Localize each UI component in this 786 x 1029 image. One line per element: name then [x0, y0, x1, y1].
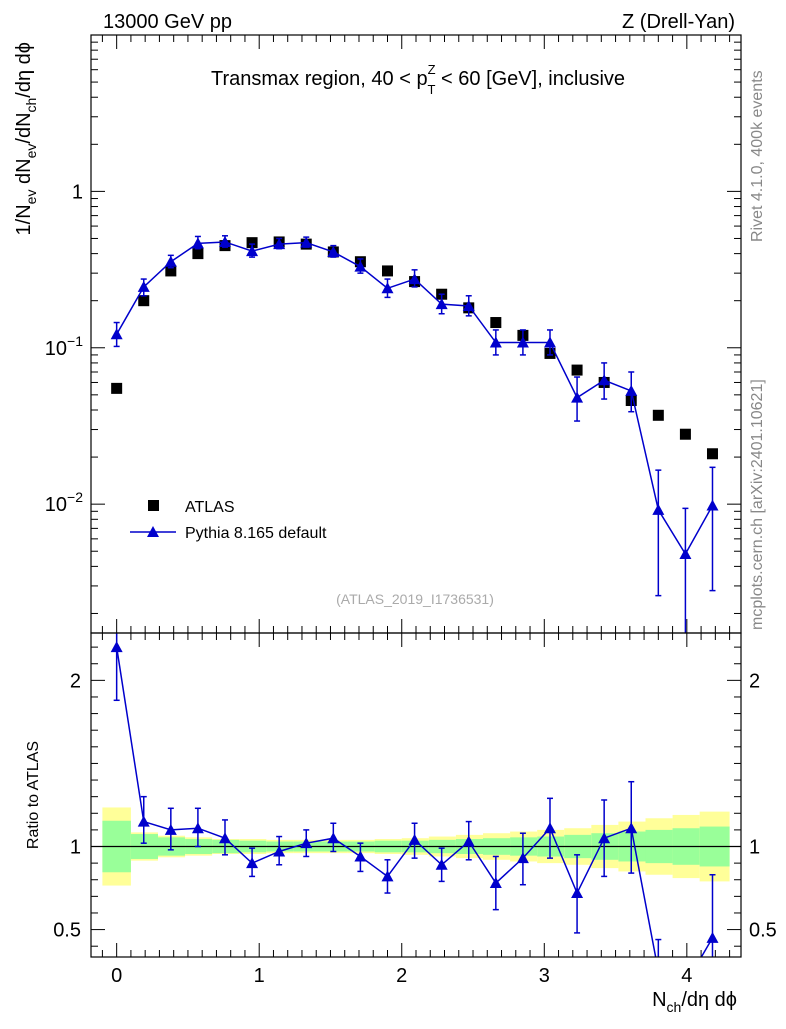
atlas-data-point — [246, 237, 258, 249]
pythia-data-point — [706, 499, 719, 511]
ratio-data-point — [516, 852, 529, 864]
ratio-data-point — [625, 822, 638, 834]
pythia-data-point — [110, 328, 123, 340]
legend-label-pythia: Pythia 8.165 default — [185, 525, 327, 542]
ratio-data-point — [327, 832, 340, 844]
ratio-y-tick-label-right: 0.5 — [749, 920, 777, 942]
ratio-series-group — [110, 633, 719, 976]
ratio-data-point — [706, 931, 719, 943]
legend-marker-atlas — [148, 500, 159, 511]
legend: ATLAS Pythia 8.165 default — [130, 499, 327, 542]
legend-label-atlas: ATLAS — [185, 499, 235, 516]
ratio-y-tick-label-right: 1 — [749, 837, 760, 859]
atlas-data-point — [679, 428, 691, 440]
atlas-data-point — [571, 364, 583, 376]
ratio-frame — [90, 632, 742, 958]
y-tick-label: 10−1 — [45, 333, 83, 360]
pythia-data-point — [218, 235, 231, 247]
ratio-data-point — [489, 877, 502, 889]
y-tick-label: 10−2 — [45, 489, 83, 516]
analysis-watermark: (ATLAS_2019_I1736531) — [336, 591, 494, 607]
atlas-data-point — [381, 265, 393, 277]
pythia-data-point — [625, 384, 638, 396]
ratio-y-tick-label: 2 — [70, 670, 81, 692]
atlas-data-point — [165, 265, 177, 277]
pythia-data-point — [354, 260, 367, 272]
ratio-data-point — [218, 832, 231, 844]
ratio-data-point — [164, 823, 177, 835]
ratio-data-point — [300, 837, 313, 849]
header-right-label: Z (Drell-Yan) — [622, 11, 735, 33]
ratio-data-point — [652, 965, 664, 976]
ratio-data-point — [571, 887, 584, 899]
ratio-data-point — [435, 858, 448, 870]
pythia-data-point — [381, 282, 394, 294]
ratio-data-point — [462, 835, 475, 847]
pythia-data-point — [489, 336, 502, 348]
pythia-data-point — [516, 336, 529, 348]
ratio-panel: 0.5 0.5 1 1 2 2 0 1 2 3 4 Ratio to ATLAS Nch/dη dϕ — [25, 632, 777, 1015]
pythia-data-point — [598, 374, 611, 386]
ratio-data-point — [110, 641, 123, 653]
ratio-data-point — [598, 832, 611, 844]
pythia-data-point — [408, 273, 421, 285]
pythia-data-point — [435, 298, 448, 310]
ratio-data-point — [246, 857, 259, 869]
pythia-data-point — [164, 255, 177, 267]
ratio-data-point — [354, 850, 367, 862]
pythia-data-point — [327, 245, 340, 257]
main-frame — [90, 34, 742, 634]
pythia-data-point — [273, 238, 286, 250]
ratio-data-point — [543, 822, 556, 834]
atlas-data-point — [192, 248, 204, 260]
x-tick-label: 2 — [396, 965, 407, 987]
ratio-y-tick-label: 1 — [70, 837, 81, 859]
ratio-line — [115, 647, 714, 957]
ratio-data-point — [137, 815, 150, 827]
y-tick-label: 1 — [72, 181, 83, 203]
x-tick-label: 1 — [254, 965, 265, 987]
ratio-data-point — [273, 845, 286, 857]
atlas-data-point — [138, 295, 150, 307]
atlas-data-point — [490, 317, 502, 329]
pythia-data-point — [679, 548, 692, 560]
ratio-y-tick-label-right: 2 — [749, 670, 760, 692]
main-title: Transmax region, 40 < pZ T < 60 [GeV], in… — [211, 62, 625, 97]
pythia-data-point — [191, 237, 204, 249]
x-tick-label: 0 — [111, 965, 122, 987]
pythia-data-point — [462, 299, 475, 311]
header-left-label: 13000 GeV pp — [103, 11, 232, 33]
x-tick-label: 4 — [681, 965, 692, 987]
x-tick-label: 3 — [539, 965, 550, 987]
x-axis-label: Nch/dη dϕ — [652, 989, 737, 1015]
pythia-data-point — [543, 336, 556, 348]
mcplots-label: mcplots.cern.ch [arXiv:2401.10621] — [749, 379, 766, 630]
ratio-y-axis-label: Ratio to ATLAS — [25, 741, 42, 849]
pythia-data-point — [246, 245, 259, 257]
pythia-data-point — [571, 391, 584, 403]
ratio-data-point — [408, 833, 421, 845]
ratio-data-point — [191, 822, 204, 834]
ratio-y-tick-label: 0.5 — [53, 920, 81, 942]
pythia-data-point — [137, 280, 150, 292]
main-y-axis-label: 1/Nev dNev/dNch/dη dϕ — [13, 42, 39, 235]
atlas-data-point — [652, 409, 664, 421]
pythia-data-point — [300, 236, 313, 248]
atlas-data-point — [706, 448, 718, 460]
legend-marker-pythia — [147, 526, 159, 537]
pythia-data-point — [652, 503, 665, 515]
rivet-version-label: Rivet 4.1.0, 400k events — [749, 70, 766, 242]
atlas-data-point — [111, 382, 123, 394]
main-panel: 1 10−1 10−2 Transmax region, 40 < pZ T < 60… — [13, 34, 742, 634]
ratio-data-point — [381, 870, 394, 882]
